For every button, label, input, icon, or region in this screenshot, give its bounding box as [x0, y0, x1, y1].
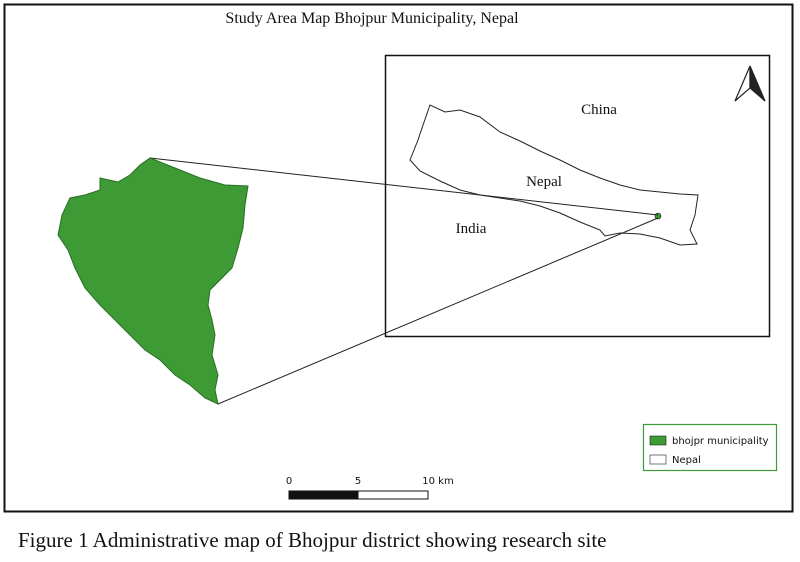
- legend-swatch: [649, 454, 667, 465]
- legend-label: bhojpr municipality: [672, 436, 769, 447]
- legend-label: Nepal: [672, 455, 701, 466]
- nepal-outline: [409, 104, 699, 246]
- label-nepal: Nepal: [526, 174, 562, 190]
- zoom-line: [149, 157, 659, 216]
- label-india: India: [456, 221, 487, 237]
- legend-swatch: [649, 435, 667, 446]
- scale-bar: [357, 490, 429, 500]
- municipality: [57, 157, 249, 405]
- zoom-line: [217, 217, 659, 405]
- scale-label: 5: [355, 476, 361, 487]
- map-title: Study Area Map Bhojpur Municipality, Nep…: [225, 10, 519, 27]
- caption: Figure 1 Administrative map of Bhojpur d…: [18, 528, 606, 552]
- scale-label: 0: [286, 476, 292, 487]
- scale-label: 10 km: [422, 476, 453, 487]
- label-china: China: [581, 102, 617, 118]
- scale-bar: [288, 490, 359, 500]
- inset-frame: [384, 54, 771, 338]
- map-frame: [3, 3, 794, 513]
- north-arrow: [734, 65, 766, 102]
